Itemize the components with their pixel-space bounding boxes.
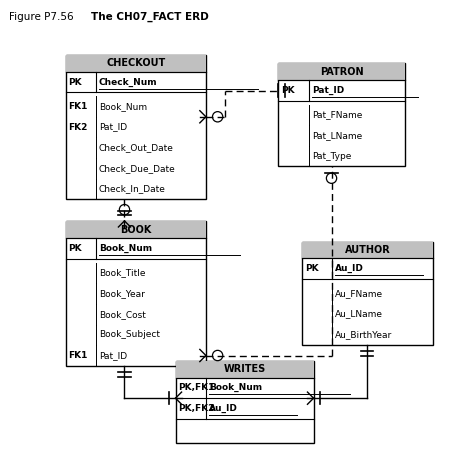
Text: Check_In_Date: Check_In_Date bbox=[99, 184, 166, 194]
Text: Pat_LName: Pat_LName bbox=[312, 131, 362, 140]
Bar bbox=[66, 221, 206, 238]
Text: Pat_FName: Pat_FName bbox=[312, 110, 362, 120]
Text: Au_ID: Au_ID bbox=[335, 264, 364, 273]
Text: Au_BirthYear: Au_BirthYear bbox=[335, 330, 392, 339]
Bar bbox=[278, 63, 405, 166]
Text: Figure P7.56: Figure P7.56 bbox=[9, 12, 74, 22]
Text: Pat_ID: Pat_ID bbox=[99, 351, 127, 360]
Text: FK1: FK1 bbox=[68, 102, 88, 111]
Text: FK1: FK1 bbox=[68, 351, 88, 360]
Text: PK: PK bbox=[68, 77, 82, 87]
Text: Au_ID: Au_ID bbox=[209, 404, 238, 413]
Text: PK,FK1: PK,FK1 bbox=[178, 383, 215, 393]
Text: Book_Num: Book_Num bbox=[209, 383, 262, 393]
Text: The CH07_FACT ERD: The CH07_FACT ERD bbox=[91, 12, 209, 22]
Text: Pat_ID: Pat_ID bbox=[312, 86, 344, 95]
Bar bbox=[278, 63, 405, 80]
Text: Check_Due_Date: Check_Due_Date bbox=[99, 164, 176, 173]
Text: Check_Num: Check_Num bbox=[99, 77, 157, 87]
Text: WRITES: WRITES bbox=[223, 364, 266, 374]
Bar bbox=[66, 55, 206, 72]
Text: CHECKOUT: CHECKOUT bbox=[106, 58, 165, 68]
Text: Check_Out_Date: Check_Out_Date bbox=[99, 143, 174, 152]
Text: Book_Num: Book_Num bbox=[99, 102, 147, 111]
Text: PATRON: PATRON bbox=[320, 67, 364, 77]
Text: Pat_Type: Pat_Type bbox=[312, 151, 351, 161]
Text: Book_Subject: Book_Subject bbox=[99, 330, 160, 340]
Text: Book_Title: Book_Title bbox=[99, 268, 145, 278]
Text: PK: PK bbox=[305, 264, 318, 273]
Bar bbox=[66, 221, 206, 366]
Text: Au_LName: Au_LName bbox=[335, 309, 383, 318]
Bar bbox=[302, 242, 433, 258]
Text: PK,FK2: PK,FK2 bbox=[178, 404, 215, 413]
Text: PK: PK bbox=[281, 86, 295, 95]
Bar bbox=[176, 361, 314, 378]
Text: BOOK: BOOK bbox=[120, 225, 152, 235]
Bar bbox=[302, 242, 433, 345]
Text: Au_FName: Au_FName bbox=[335, 288, 383, 298]
Text: PK: PK bbox=[68, 244, 82, 253]
Text: AUTHOR: AUTHOR bbox=[344, 245, 390, 255]
Text: Book_Cost: Book_Cost bbox=[99, 310, 146, 319]
Bar bbox=[66, 55, 206, 199]
Text: Book_Year: Book_Year bbox=[99, 289, 145, 298]
Text: FK2: FK2 bbox=[68, 122, 88, 132]
Text: Book_Num: Book_Num bbox=[99, 244, 152, 253]
Bar bbox=[176, 361, 314, 443]
Text: Pat_ID: Pat_ID bbox=[99, 122, 127, 132]
